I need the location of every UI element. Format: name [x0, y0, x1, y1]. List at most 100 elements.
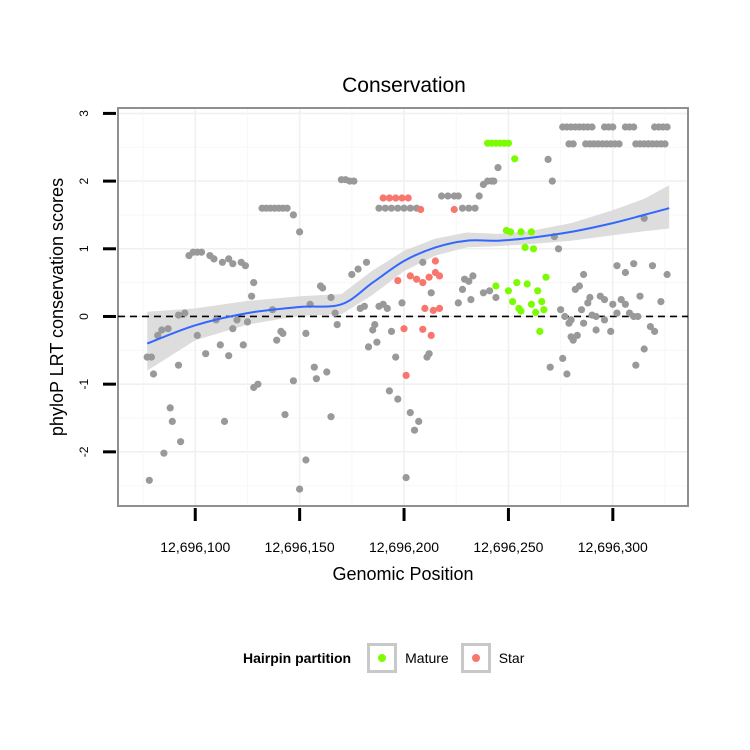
data-point-other: [243, 318, 252, 326]
data-point-other: [241, 262, 249, 270]
data-point-other: [544, 155, 552, 163]
data-point-other: [381, 204, 389, 212]
data-point-other: [406, 204, 414, 212]
data-point-other: [561, 312, 569, 321]
data-point-other: [569, 336, 577, 344]
data-point-other: [419, 258, 427, 266]
data-point-other: [554, 245, 563, 253]
smooth-trend-line: [146, 207, 670, 345]
legend-title: Hairpin partition: [243, 650, 352, 666]
data-point-star: [435, 272, 444, 280]
data-point-other: [225, 255, 233, 263]
data-point-mature: [536, 327, 544, 335]
data-point-other: [444, 192, 452, 200]
data-point-other: [634, 312, 642, 321]
data-point-star: [419, 325, 427, 333]
data-point-other: [281, 411, 289, 419]
data-point-other: [427, 289, 435, 297]
data-point-other: [154, 331, 162, 339]
plot-panel: [117, 107, 689, 507]
x-tick-label: 12,696,250: [473, 539, 543, 555]
data-point-other: [181, 309, 189, 317]
data-point-other: [254, 380, 262, 388]
data-point-other: [174, 361, 183, 369]
data-point-other: [494, 164, 502, 172]
data-point-other: [467, 296, 475, 304]
data-point-mature: [504, 287, 512, 295]
data-point-mature: [532, 308, 540, 316]
data-point-other: [323, 368, 331, 376]
data-point-other: [406, 409, 414, 417]
y-tick-label: 2: [77, 177, 91, 184]
data-point-star: [394, 277, 402, 285]
data-point-other: [630, 123, 638, 131]
data-point-other: [651, 327, 659, 335]
data-point-other: [573, 331, 581, 339]
data-point-other: [486, 287, 494, 295]
data-point-mature: [542, 273, 550, 281]
data-point-mature: [517, 228, 525, 236]
x-tick-label: 12,696,100: [160, 539, 230, 555]
data-point-other: [644, 140, 652, 148]
data-point-mature: [527, 228, 536, 236]
data-point-other: [575, 282, 584, 290]
data-point-other: [567, 316, 575, 324]
x-tick-label: 12,696,200: [369, 539, 439, 555]
data-point-other: [577, 306, 586, 314]
data-point-other: [632, 361, 640, 369]
data-point-mature: [504, 139, 512, 147]
data-point-other: [402, 474, 410, 482]
data-point-other: [149, 370, 158, 378]
data-point-other: [438, 192, 446, 200]
data-point-other: [202, 350, 210, 358]
data-point-star: [379, 194, 387, 202]
legend-swatch-star: [471, 654, 480, 662]
data-point-other: [465, 204, 473, 212]
data-point-other: [410, 426, 419, 434]
data-point-other: [310, 363, 318, 371]
data-point-star: [425, 273, 433, 281]
data-point-other: [145, 476, 153, 484]
data-point-other: [458, 204, 467, 212]
data-point-star: [427, 331, 435, 339]
legend-label-mature: Mature: [405, 650, 449, 666]
data-point-other: [375, 204, 383, 212]
data-point-other: [454, 299, 462, 307]
data-point-other: [327, 413, 335, 421]
data-point-other: [392, 353, 400, 361]
data-point-star: [406, 272, 414, 280]
data-point-other: [465, 277, 473, 285]
data-point-star: [429, 306, 437, 314]
data-point-other: [218, 258, 226, 266]
data-point-other: [239, 341, 247, 349]
data-point-other: [383, 304, 391, 312]
data-point-other: [615, 140, 623, 148]
data-point-other: [546, 363, 554, 371]
data-point-other: [630, 260, 638, 268]
data-point-star: [421, 304, 429, 312]
y-tick-label: 3: [77, 110, 91, 117]
data-point-other: [636, 292, 644, 300]
data-point-other: [350, 177, 358, 185]
data-point-other: [557, 306, 565, 314]
data-point-other: [354, 265, 362, 273]
data-point-mature: [534, 287, 542, 295]
data-point-other: [333, 321, 341, 329]
data-point-other: [369, 326, 377, 334]
data-point-other: [490, 177, 498, 185]
data-point-other: [613, 309, 621, 317]
data-point-other: [469, 272, 477, 280]
data-point-other: [394, 204, 402, 212]
data-point-other: [592, 326, 600, 334]
data-point-other: [584, 299, 592, 307]
legend-label-star: Star: [498, 650, 525, 666]
data-point-star: [431, 257, 439, 265]
data-point-other: [229, 325, 237, 333]
data-point-other: [640, 214, 648, 222]
data-point-other: [225, 352, 233, 360]
data-point-mature: [540, 306, 548, 314]
data-point-other: [164, 325, 172, 333]
legend-key-mature: [367, 643, 398, 673]
points-layer: [143, 123, 671, 493]
data-point-other: [216, 341, 224, 349]
